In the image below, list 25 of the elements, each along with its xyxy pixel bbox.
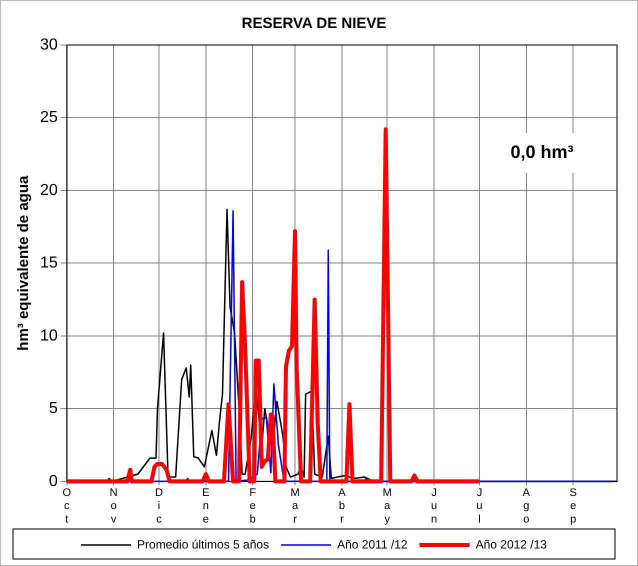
x-tick-label: Oct [62, 487, 72, 526]
y-tick-label: 20 [40, 182, 58, 199]
legend-label: Año 2012 /13 [476, 537, 548, 552]
x-tick-label: May [382, 487, 392, 526]
x-tick-label: Abr [338, 487, 346, 526]
x-tick-label: Nov [110, 487, 118, 526]
y-tick-label: 25 [40, 109, 58, 126]
legend-label: Año 2011 /12 [337, 537, 408, 552]
x-tick-label: Sep [569, 487, 577, 526]
y-tick-label: 10 [40, 327, 58, 344]
x-tick-label: Ene [202, 487, 210, 526]
y-tick-label: 15 [40, 254, 58, 272]
x-tick-label: Dic [155, 487, 164, 526]
x-tick-label: Mar [290, 487, 300, 526]
x-tick-label: Ago [522, 487, 531, 526]
y-axis-title: hm³ equivalente de agua [15, 175, 32, 351]
annotation: 0,0 hm³ [510, 142, 574, 162]
x-tick-label: Feb [249, 487, 256, 526]
x-tick-label: Jul [476, 487, 483, 526]
y-tick-label: 30 [40, 36, 58, 54]
legend-label: Promedio últimos 5 años [137, 537, 270, 552]
y-tick-label: 5 [48, 400, 58, 418]
x-tick-label: Jun [431, 487, 438, 526]
chart-title: RESERVA DE NIEVE [242, 15, 386, 32]
y-tick-label: 0 [48, 472, 58, 490]
